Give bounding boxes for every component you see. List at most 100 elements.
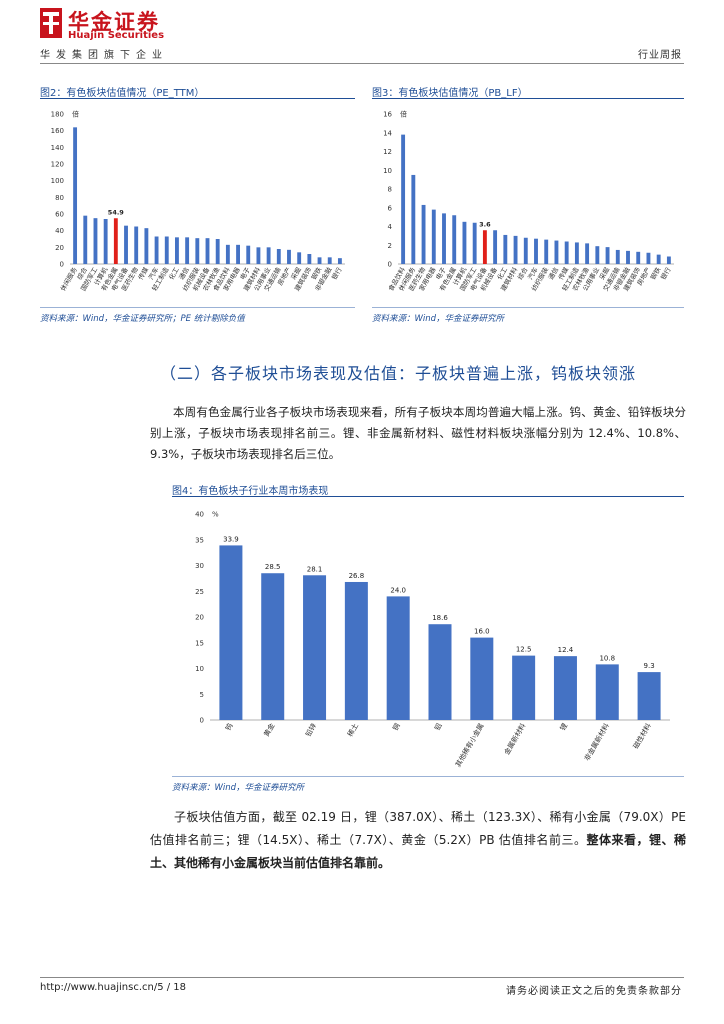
data-label: 33.9 bbox=[223, 535, 239, 543]
valuation-paragraph: 子板块估值方面，截至 02.19 日，锂（387.0X）、稀土（123.3X）、… bbox=[150, 806, 686, 875]
bar bbox=[452, 215, 457, 264]
bar bbox=[585, 243, 590, 264]
bar bbox=[637, 672, 661, 720]
bar bbox=[219, 545, 243, 720]
category-label: 铝 bbox=[432, 722, 443, 733]
bar bbox=[656, 254, 661, 264]
y-unit-label: % bbox=[212, 511, 219, 519]
figure4-chart: 0 5 10 15 20 25 30 35 40 % 33.9 钨 28.5 黄金 28.1 铅锌 26.8 稀土… bbox=[195, 511, 670, 769]
valuation-text: 子板块估值方面，截至 02.19 日，锂（387.0X）、稀土（123.3X）、… bbox=[150, 810, 686, 847]
category-label: 磁性材料 bbox=[631, 722, 653, 751]
figure4-title-rule bbox=[172, 496, 684, 497]
bar bbox=[605, 247, 610, 264]
footer-url-page: http://www.huajinsc.cn/5 / 18 bbox=[40, 982, 187, 993]
valuation-conclusion: 整体来看，锂、稀土、其他稀有小金属板块当前估值排名靠前。 bbox=[150, 833, 686, 870]
bar bbox=[266, 247, 271, 264]
bar bbox=[73, 127, 78, 264]
y-tick-label: 100 bbox=[51, 177, 64, 185]
bar bbox=[534, 238, 538, 264]
y-tick-label: 30 bbox=[195, 562, 204, 570]
figure3-title-rule bbox=[372, 98, 684, 99]
bar bbox=[134, 226, 139, 264]
bar bbox=[503, 234, 508, 264]
bar bbox=[512, 655, 536, 720]
footer-disclaimer: 请务必阅读正文之后的免责条款部分 bbox=[506, 986, 682, 997]
y-tick-label: 120 bbox=[51, 161, 64, 169]
category-label: 锂 bbox=[558, 722, 569, 733]
bar bbox=[303, 575, 327, 720]
brand-name-en: Huajin Securities bbox=[68, 30, 165, 41]
bar bbox=[144, 228, 149, 264]
group-tagline: 华发集团旗下企业 bbox=[40, 50, 168, 61]
bar bbox=[554, 240, 559, 264]
bar bbox=[276, 249, 281, 264]
figure2-source: 资料来源：Wind，华金证券研究所；PE 统计剔除负值 bbox=[40, 314, 245, 324]
data-label: 10.8 bbox=[599, 654, 615, 662]
y-tick-label: 14 bbox=[383, 129, 392, 137]
figure3-source: 资料来源：Wind，华金证券研究所 bbox=[372, 314, 505, 324]
y-tick-label: 60 bbox=[55, 211, 64, 219]
bar bbox=[482, 230, 487, 264]
bar bbox=[595, 246, 600, 264]
bar bbox=[544, 239, 549, 264]
data-label: 9.3 bbox=[644, 662, 655, 670]
bar bbox=[401, 134, 406, 264]
bar bbox=[386, 596, 410, 720]
bar bbox=[113, 218, 118, 264]
y-tick-label: 140 bbox=[51, 144, 64, 152]
bar bbox=[124, 225, 128, 264]
bar bbox=[428, 624, 452, 720]
y-tick-label: 80 bbox=[55, 194, 64, 202]
bar bbox=[337, 258, 342, 264]
company-logo bbox=[40, 8, 62, 38]
y-tick-label: 12 bbox=[383, 148, 392, 156]
y-tick-label: 40 bbox=[195, 511, 204, 519]
y-tick-label: 10 bbox=[195, 665, 204, 673]
bar bbox=[344, 581, 368, 720]
bar bbox=[421, 204, 426, 264]
bar bbox=[154, 236, 159, 264]
bar bbox=[185, 237, 190, 264]
figure3-title: 图3：有色板块估值情况（PB_LF） bbox=[372, 88, 528, 99]
bar bbox=[83, 215, 88, 264]
bar bbox=[246, 245, 251, 264]
bar bbox=[431, 209, 436, 264]
category-label: 铜 bbox=[391, 722, 402, 733]
bar bbox=[195, 238, 200, 264]
category-label: 银行 bbox=[658, 265, 673, 281]
bar bbox=[307, 254, 312, 264]
data-label: 12.5 bbox=[516, 646, 532, 654]
data-label: 54.9 bbox=[108, 208, 125, 216]
bar bbox=[287, 249, 291, 264]
bar bbox=[93, 218, 98, 264]
bar bbox=[636, 251, 641, 264]
bar bbox=[175, 237, 179, 264]
footer-divider bbox=[40, 977, 684, 978]
bar bbox=[470, 637, 494, 720]
bar bbox=[225, 244, 230, 264]
bar bbox=[103, 219, 108, 264]
y-tick-label: 8 bbox=[388, 186, 392, 194]
y-tick-label: 20 bbox=[55, 244, 64, 252]
bar bbox=[564, 241, 569, 264]
category-label: 非金属新材料 bbox=[582, 722, 611, 763]
bar bbox=[513, 235, 518, 264]
y-tick-label: 0 bbox=[200, 717, 204, 725]
y-tick-label: 0 bbox=[388, 261, 392, 269]
bar bbox=[472, 222, 477, 264]
y-tick-label: 4 bbox=[388, 223, 393, 231]
figure4-title: 图4：有色板块子行业本周市场表现 bbox=[172, 486, 329, 497]
y-tick-label: 35 bbox=[195, 536, 204, 544]
y-tick-label: 6 bbox=[388, 204, 393, 212]
y-unit-label: 倍 bbox=[72, 110, 79, 119]
category-label: 银行 bbox=[329, 265, 344, 281]
figure2-title: 图2：有色板块估值情况（PE_TTM） bbox=[40, 88, 205, 99]
category-label: 黄金 bbox=[262, 722, 277, 739]
category-label: 其他稀有小金属 bbox=[453, 722, 485, 769]
bar bbox=[317, 257, 322, 264]
y-tick-label: 0 bbox=[60, 261, 64, 269]
bar bbox=[574, 242, 579, 264]
data-label: 26.8 bbox=[349, 572, 365, 580]
